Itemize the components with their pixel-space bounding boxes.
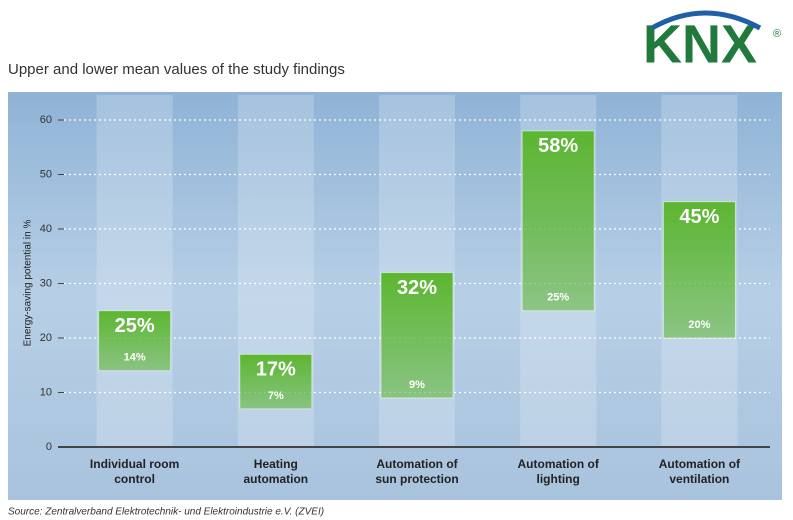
y-tick-label: 50 <box>40 168 52 180</box>
upper-value-label: 17% <box>256 359 296 381</box>
x-tick-label: Individual room control <box>87 457 183 487</box>
y-tick-label: 0 <box>46 441 52 453</box>
x-tick-label: Automation of ventilation <box>651 457 747 487</box>
chart-title: Upper and lower mean values of the study… <box>8 61 345 78</box>
lower-value-label: 20% <box>688 319 710 331</box>
y-tick-label: 30 <box>40 277 52 289</box>
y-axis-label: Energy-saving potential in % <box>23 220 34 347</box>
upper-value-label: 32% <box>397 277 437 299</box>
upper-value-label: 25% <box>115 315 155 337</box>
y-tick-label: 60 <box>40 114 52 126</box>
y-tick-label: 40 <box>40 223 52 235</box>
upper-value-label: 45% <box>679 206 719 228</box>
upper-value-label: 58% <box>538 135 578 157</box>
chart: Upper and lower mean values of the study… <box>0 0 793 520</box>
lower-value-label: 14% <box>124 352 146 364</box>
y-tick-label: 20 <box>40 332 52 344</box>
logo-mark: ® <box>773 28 781 40</box>
lower-value-label: 7% <box>268 390 284 402</box>
source: Source: Zentralverband Elektrotechnik- u… <box>8 507 324 518</box>
x-tick-label: Automation of lighting <box>510 457 606 487</box>
x-tick-label: Automation of sun protection <box>369 457 465 487</box>
page: Upper and lower mean values of the study… <box>0 0 793 520</box>
column-stripe <box>97 95 173 447</box>
lower-value-label: 25% <box>547 292 569 304</box>
lower-value-label: 9% <box>409 379 425 391</box>
range-bar <box>522 131 594 311</box>
x-tick-label: Heating automation <box>228 457 324 487</box>
y-tick-label: 10 <box>40 386 52 398</box>
